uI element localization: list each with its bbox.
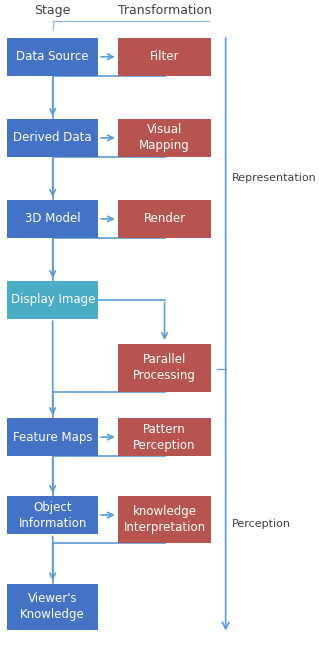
FancyBboxPatch shape <box>7 584 98 630</box>
FancyBboxPatch shape <box>7 281 98 319</box>
FancyBboxPatch shape <box>118 200 211 237</box>
Text: Representation: Representation <box>232 173 317 184</box>
FancyBboxPatch shape <box>7 119 98 157</box>
Text: Feature Maps: Feature Maps <box>13 430 93 443</box>
FancyBboxPatch shape <box>7 497 98 534</box>
Text: Visual
Mapping: Visual Mapping <box>139 123 190 152</box>
Text: Object
Information: Object Information <box>19 501 87 529</box>
FancyBboxPatch shape <box>7 200 98 237</box>
FancyBboxPatch shape <box>118 344 211 392</box>
Text: Derived Data: Derived Data <box>13 131 92 144</box>
FancyBboxPatch shape <box>118 119 211 157</box>
Text: Render: Render <box>144 213 186 226</box>
Text: Data Source: Data Source <box>17 51 89 63</box>
Text: Pattern
Perception: Pattern Perception <box>133 422 196 451</box>
Text: Parallel
Processing: Parallel Processing <box>133 353 196 382</box>
Text: Transformation: Transformation <box>118 3 211 16</box>
Text: knowledge
Interpretation: knowledge Interpretation <box>123 505 205 534</box>
FancyBboxPatch shape <box>7 419 98 456</box>
Text: Viewer's
Knowledge: Viewer's Knowledge <box>20 592 85 621</box>
Text: Stage: Stage <box>34 3 71 16</box>
Text: Perception: Perception <box>232 520 291 529</box>
FancyBboxPatch shape <box>118 38 211 75</box>
Text: Filter: Filter <box>150 51 179 63</box>
FancyBboxPatch shape <box>118 419 211 456</box>
Text: 3D Model: 3D Model <box>25 213 80 226</box>
FancyBboxPatch shape <box>118 497 211 543</box>
Text: Display Image: Display Image <box>11 293 95 306</box>
FancyBboxPatch shape <box>7 38 98 75</box>
